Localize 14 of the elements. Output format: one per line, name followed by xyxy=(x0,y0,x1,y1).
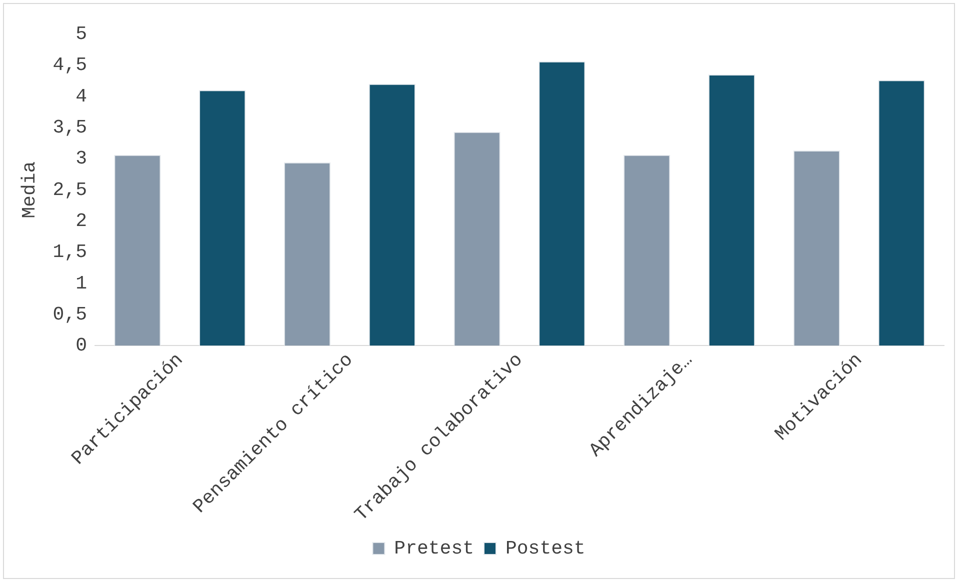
y-tick-label: 5 xyxy=(76,23,88,46)
y-axis-title: Media xyxy=(18,161,40,218)
legend-label: Pretest xyxy=(394,538,474,560)
y-tick-label: 1 xyxy=(76,272,88,294)
legend-label: Postest xyxy=(506,538,586,560)
y-tick-label: 2 xyxy=(76,210,88,232)
y-tick-label: 4 xyxy=(76,85,88,108)
y-tick-label: 4,5 xyxy=(52,54,88,76)
y-tick-label: 3 xyxy=(76,148,88,170)
y-tick-label: 3,5 xyxy=(52,116,88,139)
y-tick-label: 0,5 xyxy=(52,304,88,326)
y-tick-label: 0 xyxy=(76,334,88,357)
y-tick-label: 2,5 xyxy=(52,178,88,201)
y-tick-label: 1,5 xyxy=(52,241,88,264)
